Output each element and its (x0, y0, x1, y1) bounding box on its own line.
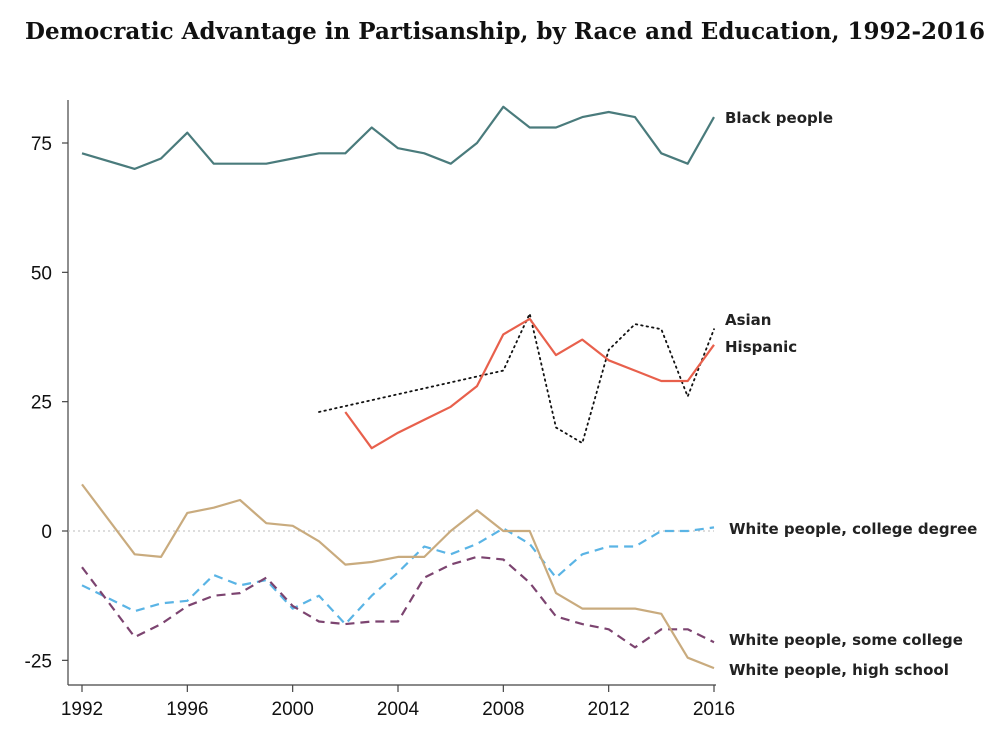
x-tick-label: 1996 (166, 699, 208, 720)
y-tick-label: -25 (25, 651, 52, 672)
series-line-hispanic (344, 317, 715, 450)
series-line-white-people-some-college (81, 555, 715, 649)
x-tick-label: 2008 (482, 699, 524, 720)
series-line-white-people-college-degree (81, 526, 715, 626)
x-tick-label: 1992 (61, 699, 103, 720)
series-label-black-people: Black people (725, 109, 833, 127)
series-line-black-people (81, 105, 715, 170)
x-tick-label: 2004 (377, 699, 420, 720)
y-tick-label: 0 (41, 522, 52, 543)
series-label-hispanic: Hispanic (725, 338, 797, 356)
series-line-white-people-high-school (81, 483, 715, 670)
series-label-asian: Asian (725, 311, 771, 329)
series-line-asian (318, 312, 715, 445)
x-tick-label: 2012 (588, 699, 630, 720)
series-label-white-people-high-school: White people, high school (729, 661, 949, 679)
y-tick-label: 75 (31, 134, 52, 155)
x-tick-label: 2000 (272, 699, 314, 720)
y-tick-label: 25 (31, 393, 52, 414)
series-label-white-people-some-college: White people, some college (729, 631, 963, 649)
series-label-white-people-college-degree: White people, college degree (729, 520, 977, 538)
x-tick-label: 2016 (693, 699, 735, 720)
chart-title: Democratic Advantage in Partisanship, by… (25, 18, 986, 45)
y-tick-label: 50 (31, 263, 52, 284)
